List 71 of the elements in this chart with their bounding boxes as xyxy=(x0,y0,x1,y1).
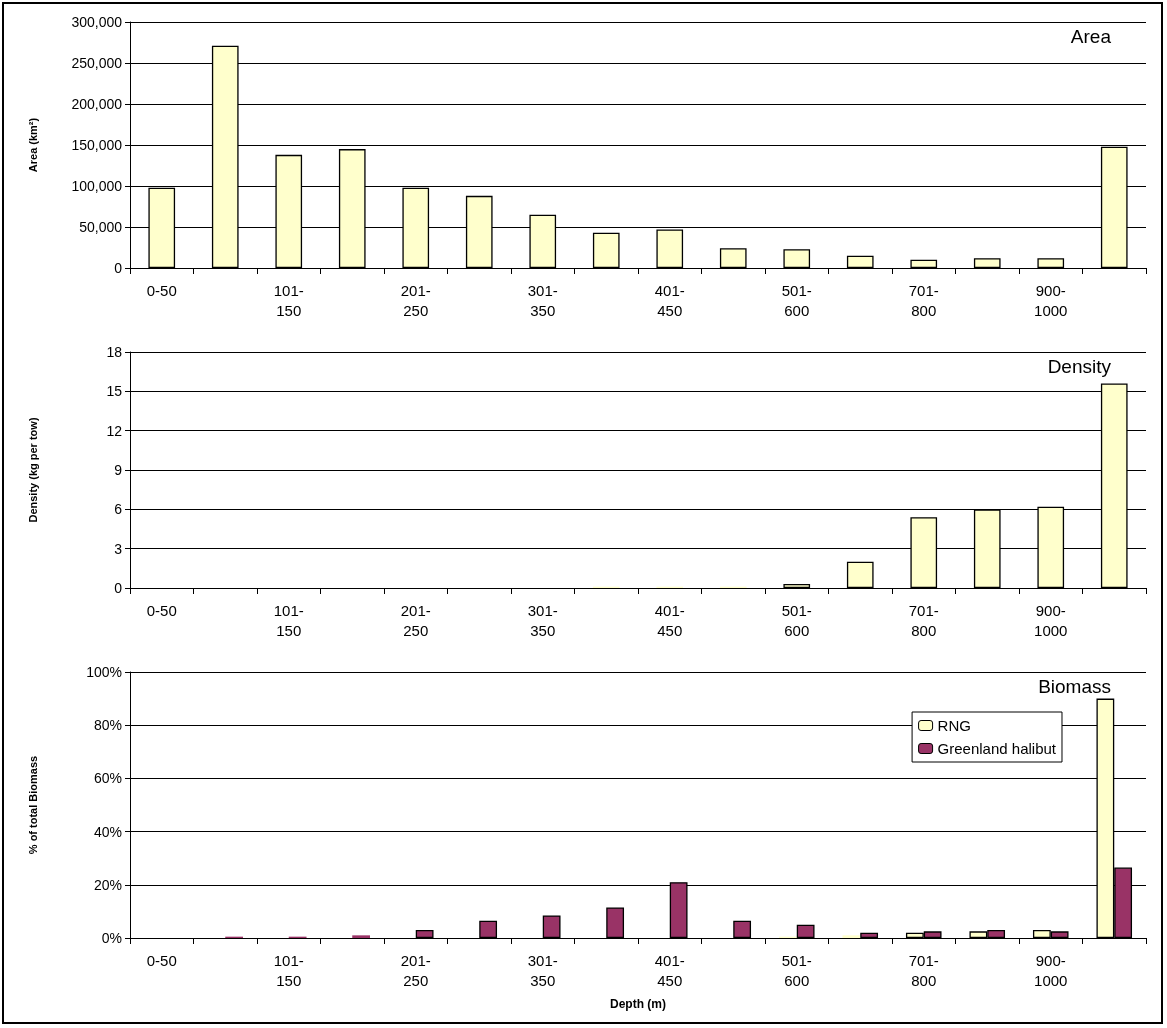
bar xyxy=(733,920,752,938)
x-tick-label: 900-1000 xyxy=(1034,601,1068,639)
x-tick-label: 301-350 xyxy=(527,951,558,989)
x-tick-label: 101-150 xyxy=(273,951,304,989)
bar xyxy=(842,935,861,938)
y-tick-label: 50,000 xyxy=(79,219,123,235)
x-tick-label: 201-250 xyxy=(400,951,431,989)
x-tick-label: 0-50 xyxy=(146,281,177,299)
y-tick-label: 0 xyxy=(114,580,123,596)
x-tick-label: 101-150 xyxy=(273,281,304,319)
y-tick-label: 12 xyxy=(106,422,123,439)
y-tick-label: 80% xyxy=(93,717,122,734)
y-tick-label: 3 xyxy=(114,540,123,557)
bar xyxy=(479,920,498,938)
y-tick-label: 60% xyxy=(93,770,122,787)
y-axis-title: % of total Biomass xyxy=(26,755,39,855)
legend-label: Greenland halibut xyxy=(937,740,1057,757)
y-tick-label: 40% xyxy=(93,823,122,840)
y-tick-label: 6 xyxy=(114,501,123,518)
bar xyxy=(415,930,434,938)
bar xyxy=(796,924,815,938)
x-tick-label: 900-1000 xyxy=(1034,951,1068,989)
y-tick-label: 100% xyxy=(86,664,122,680)
y-tick-label: 0% xyxy=(101,930,122,946)
x-tick-label: 401-450 xyxy=(654,601,685,639)
x-tick-label: 401-450 xyxy=(654,951,685,989)
x-tick-label: 0-50 xyxy=(146,951,177,969)
bar xyxy=(542,915,561,938)
x-tick-label: 501-600 xyxy=(781,951,812,989)
y-tick-label: 15 xyxy=(106,383,123,400)
bar xyxy=(783,584,811,588)
bar xyxy=(846,561,874,588)
bar xyxy=(352,935,371,938)
bar xyxy=(719,248,747,268)
x-tick-label: 501-600 xyxy=(781,281,812,319)
legend-label: RNG xyxy=(937,717,971,734)
y-tick-label: 0 xyxy=(114,260,123,276)
x-axis-title: Depth (m) xyxy=(610,997,666,1011)
x-tick-label: 501-600 xyxy=(781,601,812,639)
bar xyxy=(1037,258,1065,268)
y-tick-label: 18 xyxy=(106,344,123,360)
y-tick-label: 250,000 xyxy=(71,55,123,71)
y-axis-title: Density (kg per tow) xyxy=(26,417,39,523)
x-tick-label: 201-250 xyxy=(400,281,431,319)
bar xyxy=(606,907,625,938)
bar xyxy=(860,932,879,938)
y-tick-label: 300,000 xyxy=(71,14,123,30)
chart-title: Area xyxy=(1070,26,1112,47)
bar xyxy=(973,258,1001,268)
x-tick-label: 401-450 xyxy=(654,281,685,319)
x-tick-label: 301-350 xyxy=(527,601,558,639)
x-tick-label: 701-800 xyxy=(908,601,939,639)
chart-title: Density xyxy=(1047,356,1112,377)
bar xyxy=(783,249,811,268)
x-tick-label: 201-250 xyxy=(400,601,431,639)
y-tick-label: 200,000 xyxy=(71,96,123,112)
x-tick-label: 301-350 xyxy=(527,281,558,319)
y-tick-label: 100,000 xyxy=(71,178,123,194)
x-tick-label: 900-1000 xyxy=(1034,281,1068,319)
y-axis-title: Area (km²) xyxy=(26,117,39,173)
y-tick-label: 150,000 xyxy=(71,137,123,153)
x-tick-label: 701-800 xyxy=(908,951,939,989)
chart-title: Biomass xyxy=(1038,676,1111,697)
x-tick-label: 701-800 xyxy=(908,281,939,319)
y-tick-label: 20% xyxy=(93,876,122,893)
bar xyxy=(910,259,938,268)
x-tick-label: 0-50 xyxy=(146,601,177,619)
bar xyxy=(846,255,874,268)
bar xyxy=(592,232,620,268)
x-tick-label: 101-150 xyxy=(273,601,304,639)
y-tick-label: 9 xyxy=(114,462,123,478)
